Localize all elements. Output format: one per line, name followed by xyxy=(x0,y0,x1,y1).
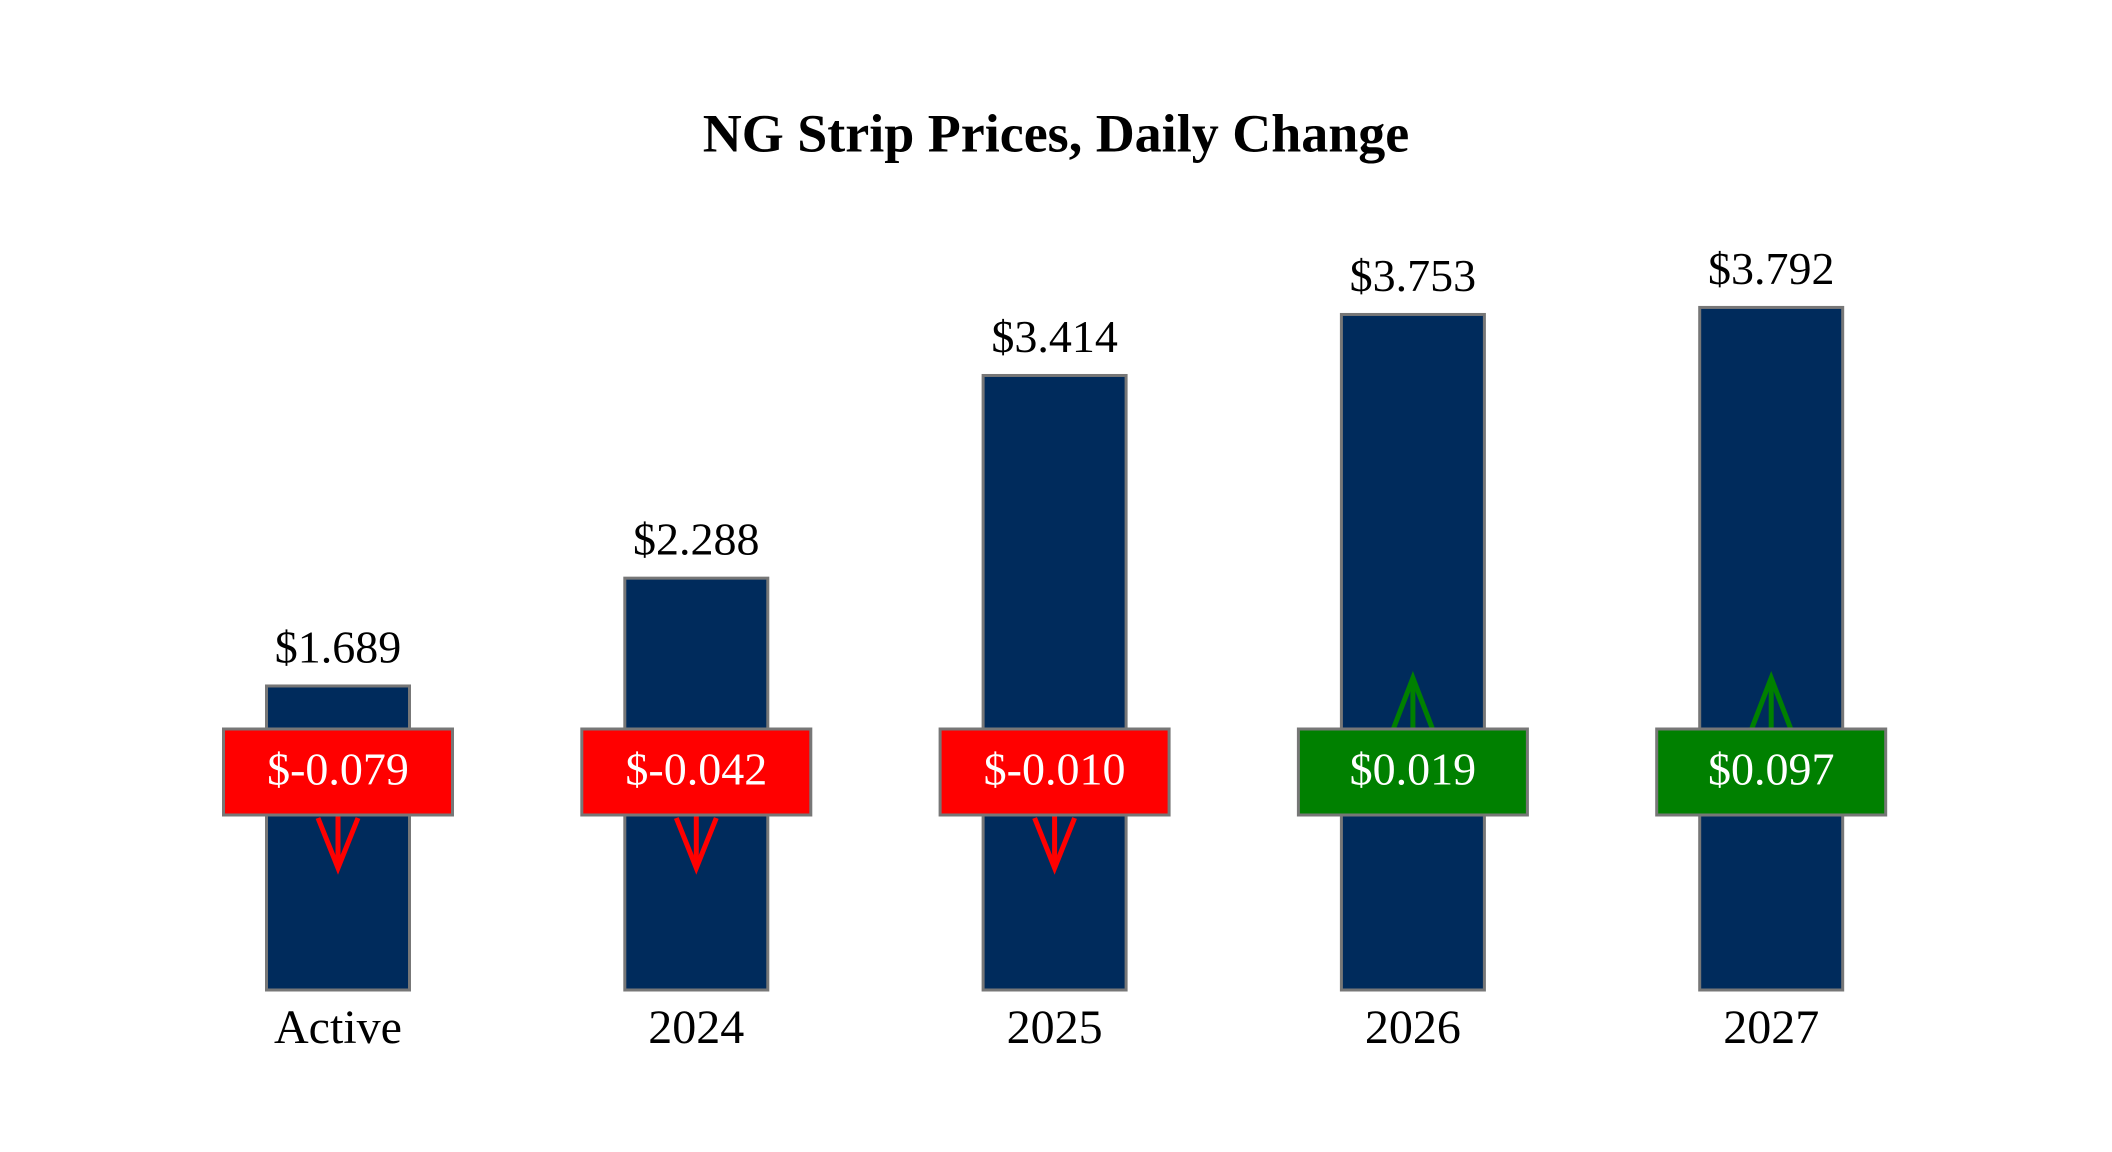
x-tick-label: 2025 xyxy=(1007,1001,1103,1054)
change-arrow-head xyxy=(673,817,719,875)
chart-title: NG Strip Prices, Daily Change xyxy=(703,103,1409,163)
change-arrow-head xyxy=(1032,817,1077,875)
x-tick-label: 2024 xyxy=(648,1001,744,1054)
x-tick-label: 2027 xyxy=(1723,1001,1819,1054)
change-label: $-0.079 xyxy=(267,744,409,795)
change-label: $0.019 xyxy=(1350,744,1477,795)
change-label: $0.097 xyxy=(1708,744,1835,795)
change-arrow-head xyxy=(1748,671,1794,731)
change-box xyxy=(938,727,1171,817)
value-label: $3.414 xyxy=(991,311,1118,362)
change-label: $-0.010 xyxy=(984,744,1126,795)
change-arrow-head xyxy=(1390,671,1436,731)
bar xyxy=(1698,305,1845,992)
bar xyxy=(1339,312,1486,992)
change-box xyxy=(1655,727,1888,817)
value-label: $3.792 xyxy=(1708,243,1835,294)
change-label: $-0.042 xyxy=(625,744,767,795)
change-box xyxy=(1296,727,1529,817)
value-label: $1.689 xyxy=(275,622,402,673)
value-label: $3.753 xyxy=(1350,250,1477,301)
change-box xyxy=(222,727,454,817)
change-box xyxy=(580,727,813,817)
x-tick-label: Active xyxy=(274,1001,402,1054)
x-tick-label: 2026 xyxy=(1365,1001,1461,1054)
bar xyxy=(981,373,1128,992)
change-arrow-head xyxy=(315,817,361,875)
value-label: $2.288 xyxy=(633,514,760,565)
